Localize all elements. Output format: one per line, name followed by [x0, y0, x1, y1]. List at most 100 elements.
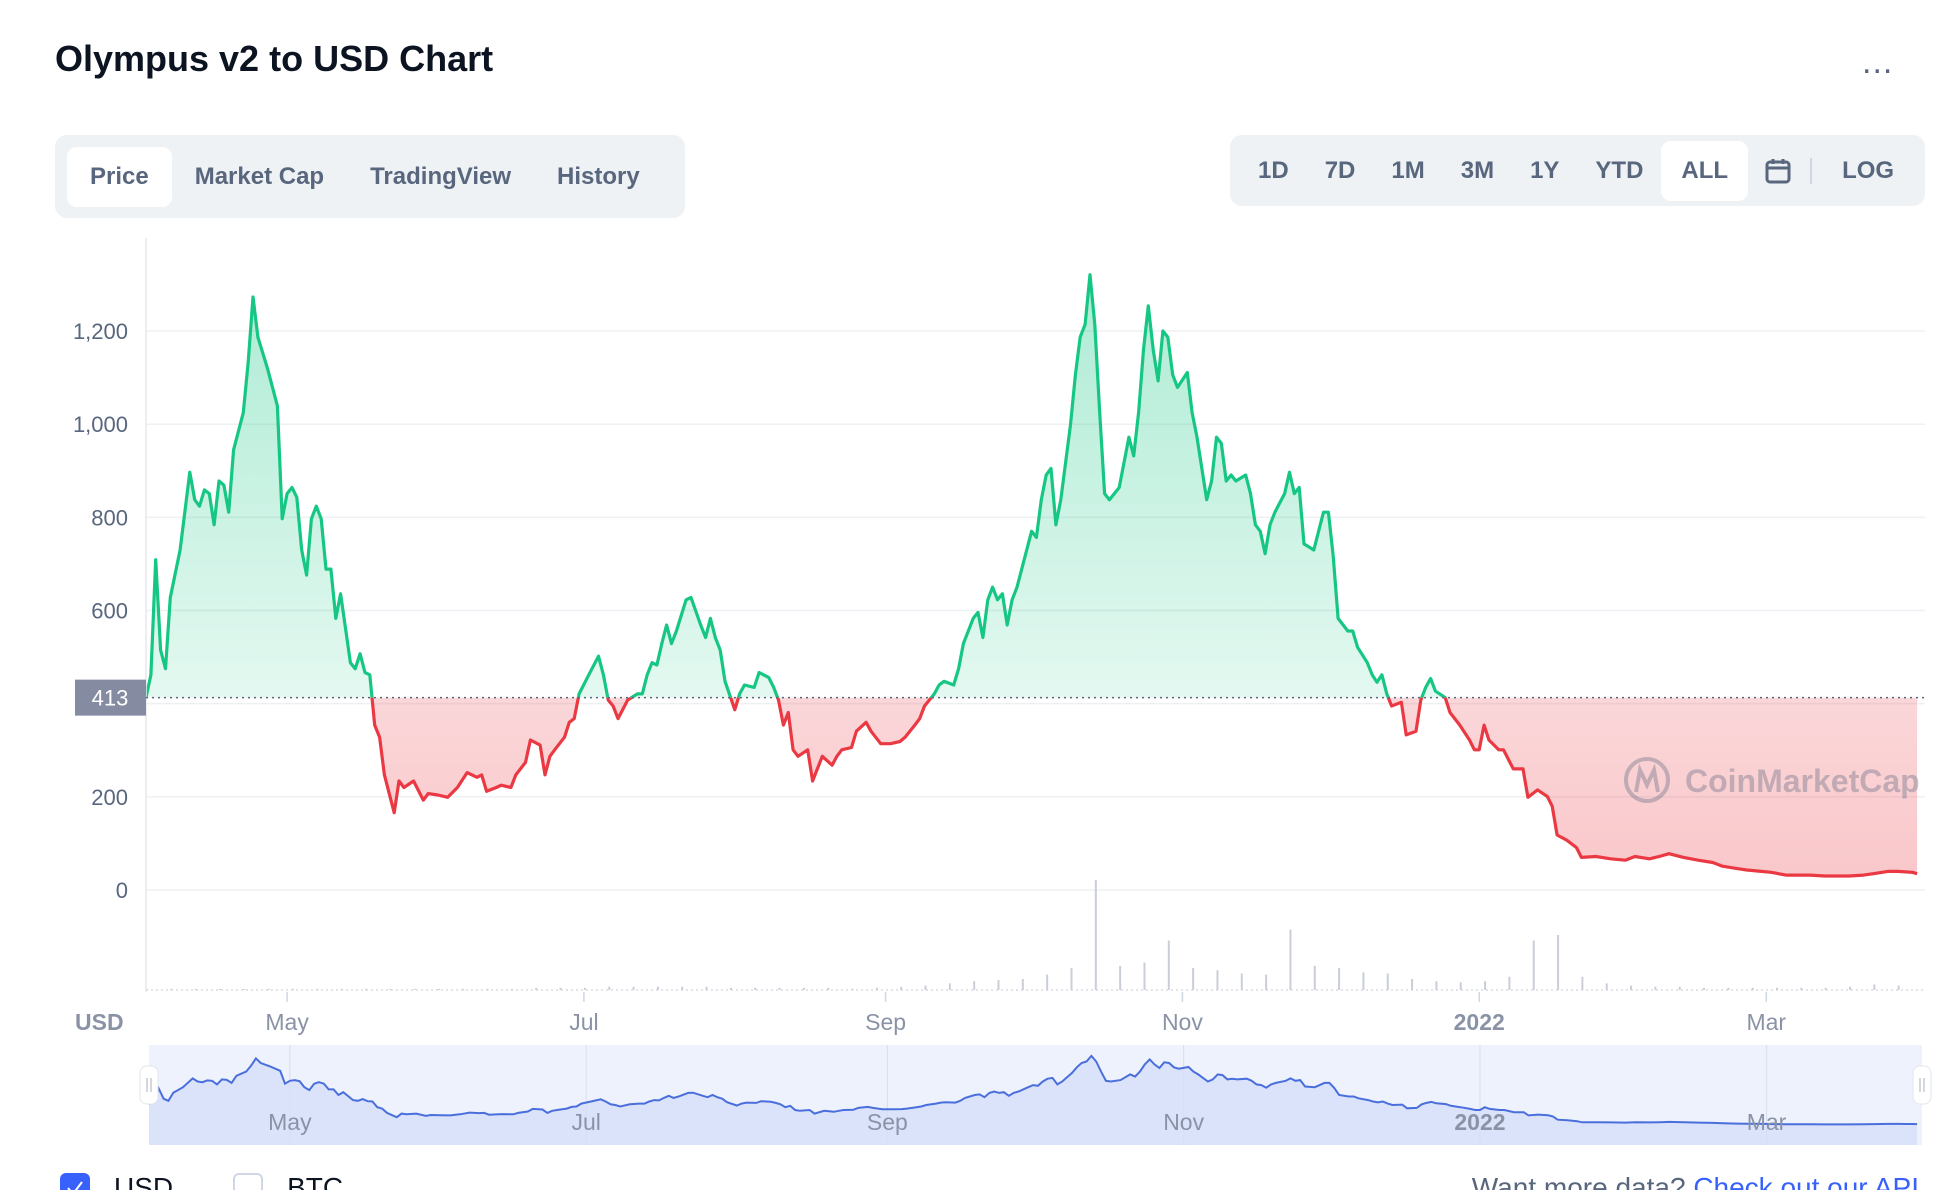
navigator-right-handle[interactable] [1912, 1065, 1932, 1105]
volume-bar [705, 986, 708, 990]
tab-history[interactable]: History [557, 162, 640, 190]
price-line-up [146, 273, 1447, 698]
volume-bar [1435, 981, 1438, 990]
volume-bar [364, 988, 367, 990]
x-tick-label: Jul [569, 1009, 598, 1035]
volume-bar [1630, 985, 1633, 990]
volume-bar [316, 988, 319, 990]
y-tick-label: 800 [91, 505, 128, 530]
range-1m-button[interactable]: 1M [1391, 156, 1425, 184]
volume-bar [194, 988, 197, 990]
volume-bar [924, 985, 927, 990]
x-tick-label: 2022 [1454, 1009, 1505, 1035]
range-ytd-button[interactable]: YTD [1595, 156, 1644, 184]
volume-bar [802, 987, 805, 990]
volume-bar [1167, 940, 1170, 990]
range-3m-button[interactable]: 3M [1460, 156, 1495, 184]
volume-bar [1240, 973, 1243, 990]
volume-bar [559, 987, 562, 990]
navigator-area [149, 1055, 1918, 1145]
currency-axis-label: USD [75, 1009, 124, 1035]
volume-bar [243, 988, 246, 990]
volume-bar [389, 988, 392, 990]
volume-bar [656, 986, 659, 990]
volume-bar [1800, 987, 1803, 990]
volume-bar [1873, 984, 1876, 990]
volume-bar [1581, 976, 1584, 990]
volume-bar [1605, 983, 1608, 990]
navigator-tick-label: 2022 [1454, 1109, 1505, 1135]
volume-bar [535, 987, 538, 990]
api-promo: Want more data? Check out our API [1472, 1172, 1919, 1190]
volume-bar [827, 987, 830, 990]
volume-bar [1338, 968, 1341, 990]
api-link[interactable]: Check out our API [1693, 1172, 1919, 1190]
volume-bar [1532, 940, 1535, 990]
range-1y-button[interactable]: 1Y [1530, 156, 1560, 184]
volume-bar [997, 980, 1000, 990]
time-range-selector: 1D 7D 1M 3M 1Y YTD ALL LOG [1230, 135, 1925, 206]
tab-market-cap[interactable]: Market Cap [194, 162, 325, 190]
volume-bar [462, 988, 465, 990]
volume-bar [729, 987, 732, 990]
y-tick-label: 600 [91, 599, 128, 624]
volume-bar [583, 987, 586, 990]
range-navigator[interactable]: May Jul Sep Nov 2022 Mar [139, 1045, 1932, 1145]
volume-bars [146, 880, 1925, 991]
currency-legend: USD BTC [60, 1172, 343, 1190]
volume-bar [1265, 974, 1268, 990]
range-1d-button[interactable]: 1D [1258, 156, 1289, 184]
volume-bar [1678, 986, 1681, 990]
volume-bar [900, 986, 903, 990]
volume-bar [340, 988, 343, 990]
usd-checkbox[interactable] [60, 1173, 90, 1190]
y-tick-label: 1,000 [73, 412, 128, 437]
log-scale-button[interactable]: LOG [1842, 156, 1895, 184]
divider [1810, 157, 1813, 184]
x-tick-label: Mar [1746, 1009, 1786, 1035]
volume-bar [1824, 987, 1827, 990]
page-title: Olympus v2 to USD Chart [55, 38, 494, 79]
btc-checkbox[interactable] [233, 1173, 264, 1190]
volume-bar [510, 988, 513, 990]
tab-price[interactable]: Price [67, 146, 172, 207]
y-tick-label: 0 [116, 878, 128, 903]
volume-bar [267, 988, 270, 990]
navigator-line [148, 1054, 1918, 1126]
volume-bar [413, 988, 416, 990]
navigator-left-handle[interactable] [139, 1065, 159, 1105]
x-tick-label: May [265, 1009, 309, 1035]
volume-bar [1459, 982, 1462, 990]
navigator-tick-label: Sep [867, 1109, 908, 1135]
volume-bar [486, 988, 489, 990]
volume-bar [1776, 987, 1779, 990]
volume-bar [1484, 981, 1487, 990]
coinmarketcap-logo-icon [1624, 757, 1670, 803]
volume-bar [146, 988, 148, 990]
range-all-button[interactable]: ALL [1661, 140, 1749, 201]
calendar-icon[interactable] [1764, 157, 1792, 185]
volume-bar [1849, 986, 1852, 990]
btc-label: BTC [287, 1172, 344, 1190]
price-area-above-baseline [146, 274, 1446, 698]
navigator-tick-label: Mar [1747, 1109, 1787, 1135]
volume-bar [1897, 985, 1900, 990]
volume-bar [875, 987, 878, 990]
volume-bar [1070, 968, 1073, 990]
range-7d-button[interactable]: 7D [1324, 156, 1356, 184]
price-area-below-baseline [146, 697, 1918, 876]
volume-bar [437, 988, 440, 990]
volume-bar [1094, 880, 1097, 990]
x-tick-label: Nov [1162, 1009, 1203, 1035]
chart-type-tabs: Price Market Cap TradingView History [55, 135, 685, 218]
volume-bar [1557, 935, 1560, 990]
baseline-label: 413 [92, 686, 129, 711]
volume-bar [1386, 973, 1389, 990]
tab-tradingview[interactable]: TradingView [370, 162, 512, 190]
volume-bar [1192, 968, 1195, 990]
navigator-tick-label: Nov [1163, 1109, 1204, 1135]
volume-bar [681, 986, 684, 990]
watermark-text: CoinMarketCap [1685, 763, 1920, 799]
